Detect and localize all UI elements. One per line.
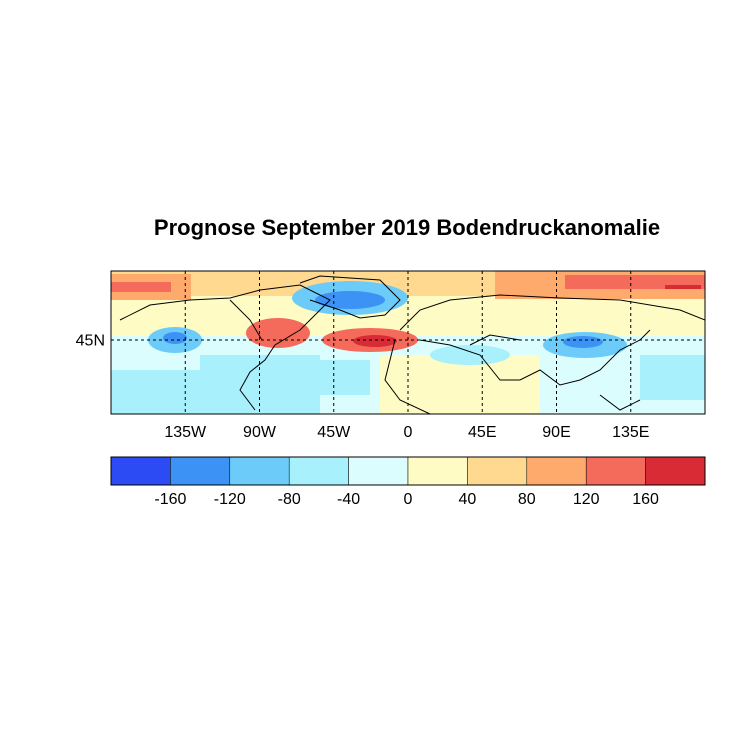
- colorbar-tick-label: 40: [459, 491, 477, 508]
- colorbar-tick-label: -120: [214, 491, 246, 508]
- colorbar-tick-label: 120: [573, 491, 600, 508]
- title: Prognose September 2019 Bodendruckanomal…: [154, 215, 660, 240]
- colorbar-tick-label: -80: [278, 491, 301, 508]
- x-tick-label: 135E: [612, 424, 649, 441]
- colorbar-swatch: [288, 456, 349, 486]
- x-tick-label: 90E: [542, 424, 570, 441]
- colorbar-tick-label: 80: [518, 491, 536, 508]
- x-tick-label: 0: [404, 424, 413, 441]
- colorbar-tick-label: -40: [337, 491, 360, 508]
- colorbar-swatch: [348, 456, 409, 486]
- colorbar-swatch: [645, 456, 706, 486]
- map-frame: [110, 270, 706, 415]
- x-tick-label: 90W: [243, 424, 277, 441]
- x-tick-label: 45E: [468, 424, 496, 441]
- colorbar-swatch: [170, 456, 231, 486]
- colorbar-swatch: [407, 456, 468, 486]
- colorbar-swatch: [467, 456, 528, 486]
- x-tick-label: 45W: [317, 424, 351, 441]
- x-tick-label: 135W: [164, 424, 207, 441]
- colorbar-tick-label: -160: [154, 491, 186, 508]
- y-tick-label: 45N: [76, 332, 105, 349]
- colorbar-swatch: [585, 456, 646, 486]
- colorbar-frame: [110, 456, 706, 486]
- colorbar-swatch: [526, 456, 587, 486]
- anomaly-field: [111, 271, 705, 414]
- colorbar-tick-label: 160: [632, 491, 659, 508]
- colorbar-swatch: [229, 456, 290, 486]
- colorbar-swatch: [110, 456, 171, 486]
- colorbar-tick-label: 0: [404, 491, 413, 508]
